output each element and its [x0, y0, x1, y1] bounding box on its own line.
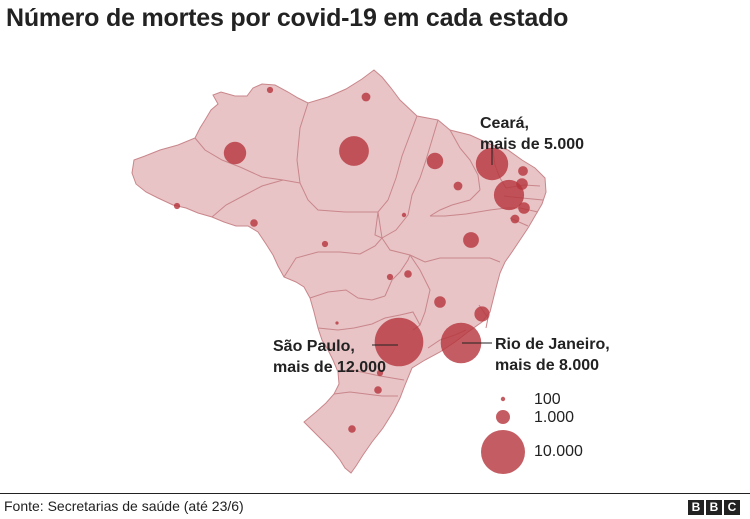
ceara-annotation-line-2: mais de 5.000: [480, 136, 585, 153]
state-border-5: [387, 115, 418, 201]
state-border-7: [377, 211, 409, 239]
bubble-ms: [335, 321, 339, 325]
state-border-17: [381, 237, 501, 263]
state-border-8: [374, 211, 383, 239]
bubble-ba: [463, 232, 479, 248]
state-border-25: [337, 369, 405, 381]
state-border-21: [409, 254, 431, 331]
state-border-6: [407, 119, 439, 216]
state-border-10: [429, 189, 481, 217]
rio-annotation-line-1: Rio de Janeiro,: [495, 336, 610, 353]
state-border-26: [333, 391, 398, 397]
legend-circle-3: [481, 430, 525, 474]
bubble-rj: [440, 322, 482, 364]
source-note: Fonte: Secretarias de saúde (até 23/6): [4, 498, 244, 514]
state-border-20: [384, 254, 411, 297]
bubble-mt: [321, 240, 329, 248]
state-border-19: [309, 289, 386, 301]
sao-paulo-annotation: São Paulo, mais de 12.000: [273, 336, 386, 378]
bbc-logo-block-3: C: [724, 500, 740, 515]
state-border-18: [283, 237, 383, 278]
death-bubbles: [173, 86, 530, 433]
bubble-al: [518, 202, 530, 214]
ceara-annotation-line-1: Ceará,: [480, 115, 529, 132]
bubble-pe: [493, 179, 525, 211]
bubble-ac: [173, 202, 181, 210]
bubble-pb: [516, 178, 528, 190]
bbc-logo-block-2: B: [706, 500, 722, 515]
bubble-sp: [374, 317, 424, 367]
bubble-rs: [348, 425, 356, 433]
bubble-pa: [339, 136, 369, 166]
bubble-df: [404, 270, 412, 278]
state-border-3: [296, 102, 309, 184]
state-border-24: [317, 311, 421, 331]
bbc-logo-block-1: B: [688, 500, 704, 515]
bubble-ma: [426, 152, 444, 170]
legend: [481, 396, 525, 474]
bubble-rr: [266, 86, 274, 94]
bubble-sc: [376, 369, 384, 377]
legend-circle-2: [496, 410, 510, 424]
bubble-ap: [361, 92, 371, 102]
sao-paulo-annotation-line-2: mais de 12.000: [273, 359, 386, 376]
bubble-pr: [374, 386, 382, 394]
bbc-logo: B B C: [688, 500, 740, 515]
footer-divider: [0, 493, 750, 494]
sao-paulo-annotation-line-1: São Paulo,: [273, 338, 355, 355]
state-border-16: [430, 207, 507, 217]
bubble-es: [474, 306, 490, 322]
legend-label-1000: 1.000: [534, 409, 575, 426]
chart-title: Número de mortes por covid-19 em cada es…: [6, 4, 569, 32]
bubble-go: [386, 273, 394, 281]
state-border-4: [299, 182, 389, 213]
legend-label-10000: 10.000: [534, 443, 583, 460]
state-border-2: [211, 179, 284, 218]
bubble-am: [223, 141, 247, 165]
legend-circle-1: [500, 396, 506, 402]
bubble-pi: [453, 181, 463, 191]
rio-annotation-line-2: mais de 8.000: [495, 357, 600, 374]
rio-annotation: Rio de Janeiro, mais de 8.000: [495, 334, 610, 376]
state-borders: [194, 102, 544, 397]
bubble-rn: [518, 166, 528, 176]
ceara-annotation: Ceará, mais de 5.000: [480, 113, 584, 155]
bubble-mg: [434, 296, 446, 308]
bubble-ro: [250, 219, 258, 227]
callout-lines: [372, 147, 493, 346]
bubble-to: [401, 212, 407, 218]
bubble-se: [510, 214, 520, 224]
state-border-9: [449, 129, 481, 191]
legend-label-100: 100: [534, 391, 561, 408]
